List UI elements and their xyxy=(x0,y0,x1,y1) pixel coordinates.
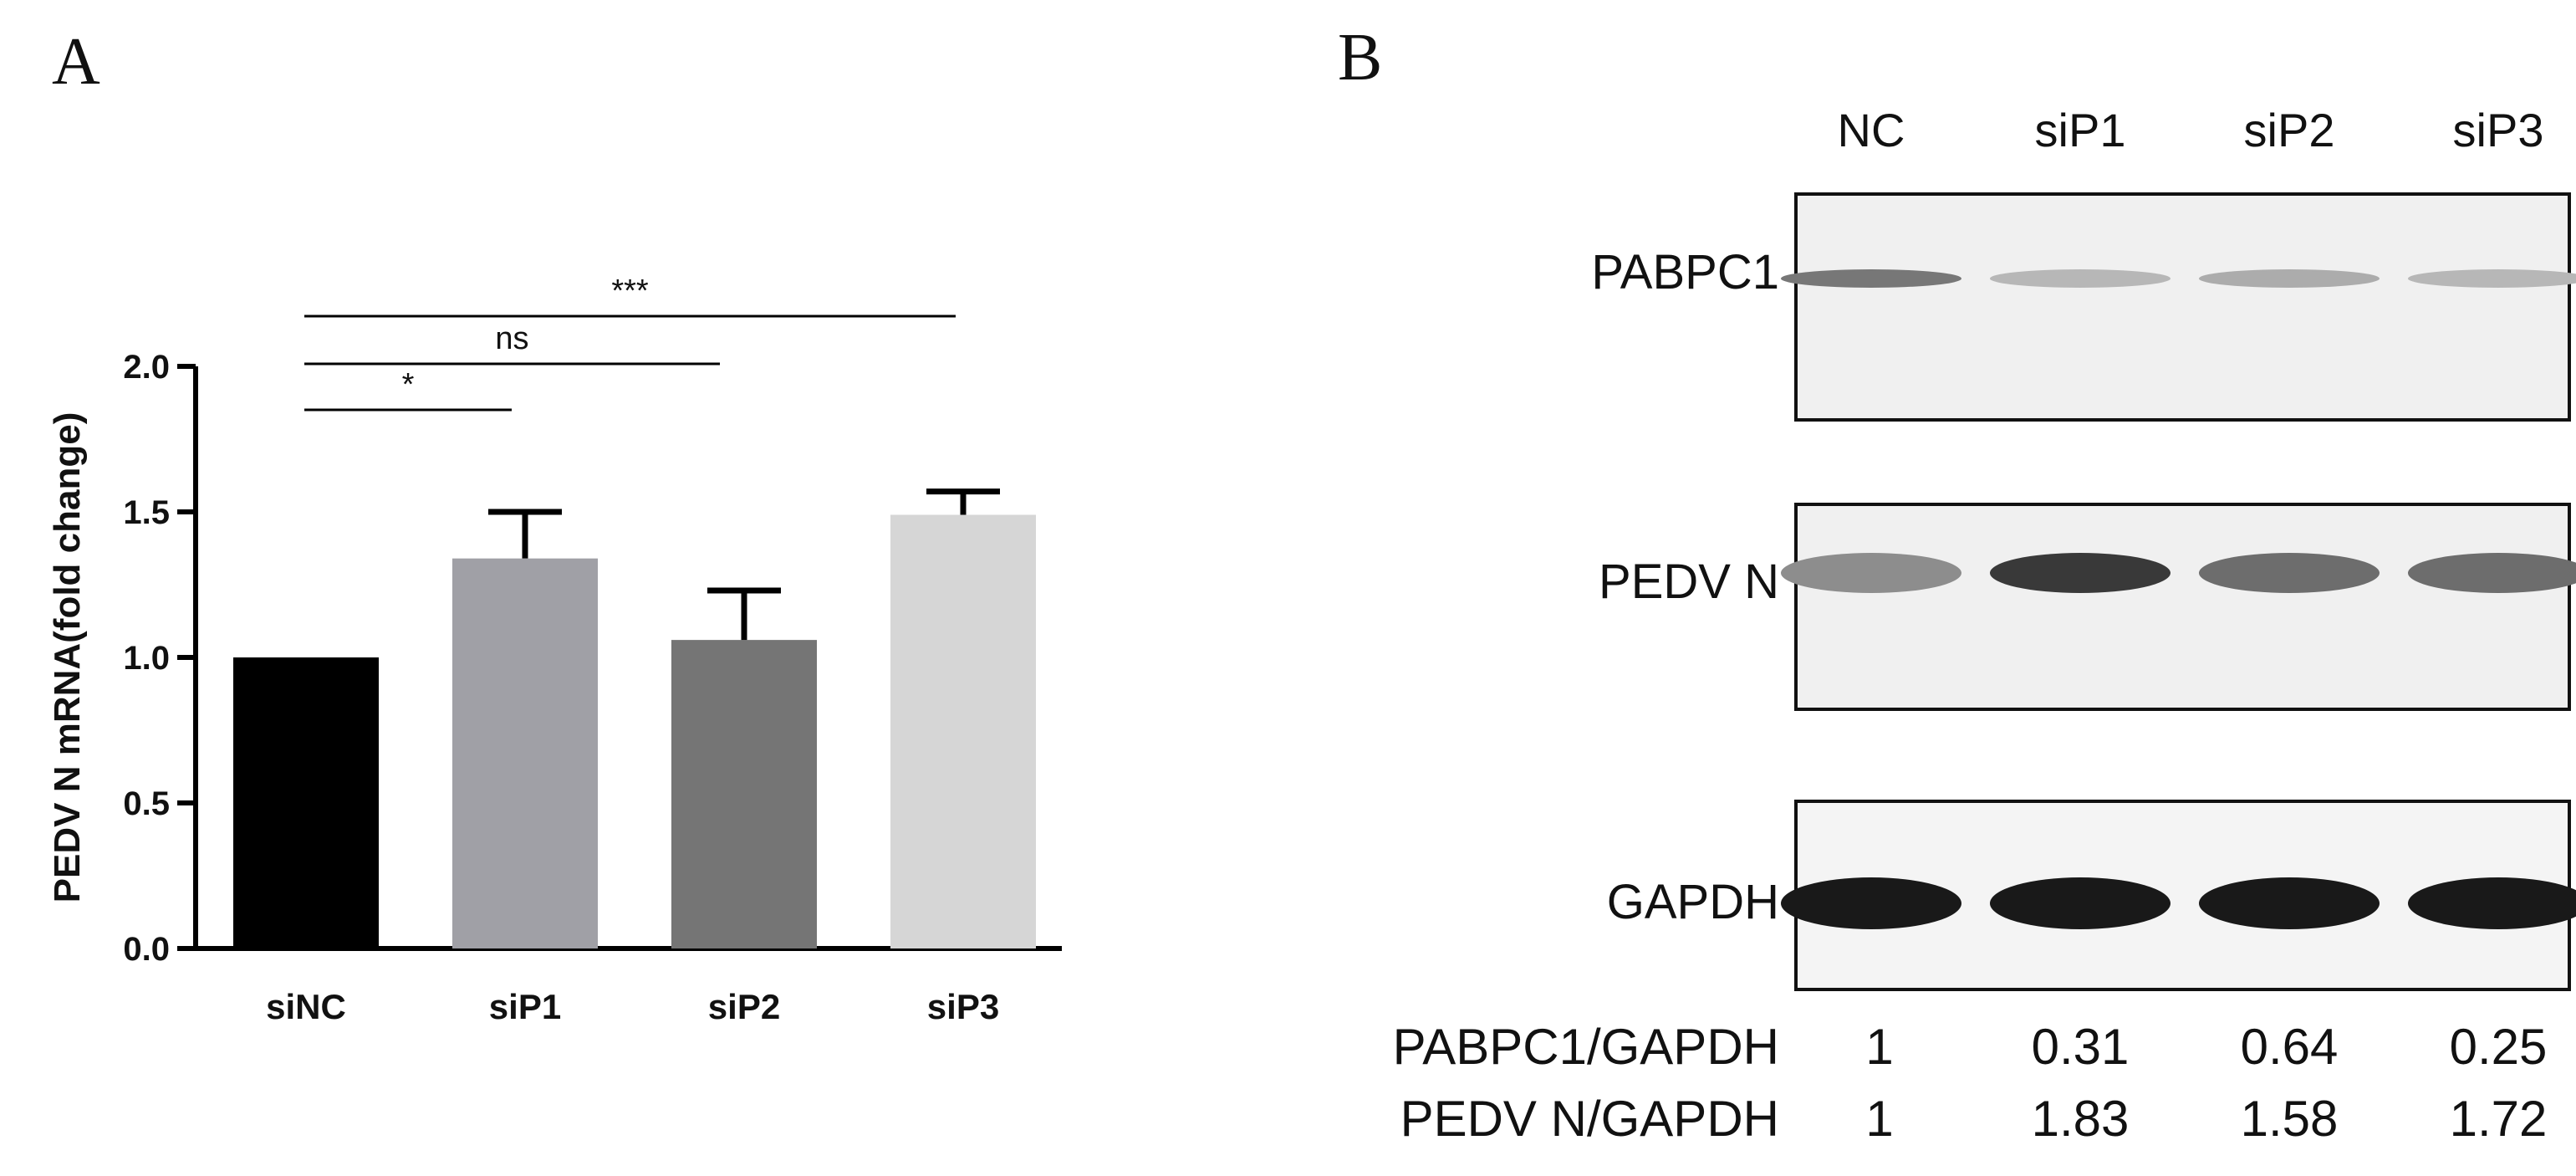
blot-strip-pabpc1: PABPC1 xyxy=(1591,192,2576,422)
x-tick-label: siNC xyxy=(266,987,346,1026)
quantification-value: 1 xyxy=(1865,1019,1893,1075)
quantification-label: PABPC1/GAPDH xyxy=(1393,1019,1779,1075)
quantification-value: 1.83 xyxy=(2032,1091,2130,1147)
blot-band xyxy=(1781,553,1961,593)
blot-band xyxy=(2408,553,2576,593)
x-tick-labels: siNC siP1 siP2 siP3 xyxy=(266,987,999,1026)
blot-band xyxy=(2408,269,2576,288)
y-tick-label: 1.5 xyxy=(123,494,170,531)
x-tick-label: siP3 xyxy=(927,987,999,1026)
quantification-table: PABPC1/GAPDH 1 0.31 0.64 0.25 PEDV N/GAPDH 1 1.… xyxy=(1393,1019,2548,1147)
blot-band xyxy=(1990,553,2170,593)
bar-siP2 xyxy=(671,640,817,948)
blot-band xyxy=(2199,553,2380,593)
blot-band xyxy=(2199,269,2380,288)
blot-membrane xyxy=(1794,192,2571,422)
panel-a-letter: A xyxy=(52,25,100,99)
lane-label: siP2 xyxy=(2244,104,2335,156)
blot-membrane xyxy=(1794,503,2571,711)
blot-band xyxy=(1990,877,2170,929)
bar-siNC xyxy=(233,657,379,948)
lane-label: siP1 xyxy=(2035,104,2126,156)
quantification-value: 0.25 xyxy=(2450,1019,2548,1075)
y-tick-label: 0.0 xyxy=(123,931,170,968)
blot-band xyxy=(1781,877,1961,929)
x-tick-label: siP2 xyxy=(708,987,780,1026)
quantification-value: 0.31 xyxy=(2032,1019,2130,1075)
bar-siP1 xyxy=(452,558,598,948)
quantification-label: PEDV N/GAPDH xyxy=(1400,1091,1779,1147)
blot-strip-pedv-n: PEDV N xyxy=(1599,503,2576,711)
band-label: PEDV N xyxy=(1599,555,1779,609)
quantification-value: 1.72 xyxy=(2450,1091,2548,1147)
quantification-value: 1 xyxy=(1865,1091,1893,1147)
quantification-row: PABPC1/GAPDH 1 0.31 0.64 0.25 xyxy=(1393,1019,2548,1075)
quantification-value: 0.64 xyxy=(2241,1019,2339,1075)
quantification-row: PEDV N/GAPDH 1 1.83 1.58 1.72 xyxy=(1400,1091,2548,1147)
blot-band xyxy=(2408,877,2576,929)
error-bars xyxy=(488,488,1000,641)
band-label: GAPDH xyxy=(1607,875,1779,929)
y-tick-label: 1.0 xyxy=(123,640,170,677)
blot-band xyxy=(1990,269,2170,288)
lane-label: NC xyxy=(1838,104,1905,156)
blot-strip-gapdh: GAPDH xyxy=(1607,800,2576,991)
lane-label: siP3 xyxy=(2453,104,2544,156)
blot-band xyxy=(2199,877,2380,929)
significance-label: * xyxy=(402,367,415,402)
y-tick-label: 0.5 xyxy=(123,785,170,822)
band-label: PABPC1 xyxy=(1591,245,1779,299)
bar-siP3 xyxy=(890,514,1036,948)
significance-label: ns xyxy=(495,321,528,356)
significance-brackets: * ns *** xyxy=(304,274,956,412)
bar-chart: 0.00.51.01.52.0 siNC siP1 siP2 siP3 *ns*** … xyxy=(47,274,1062,1026)
quantification-value: 1.58 xyxy=(2241,1091,2339,1147)
x-tick-label: siP1 xyxy=(489,987,561,1026)
y-axis-title: PEDV N mRNA(fold change) xyxy=(47,412,88,903)
significance-label: *** xyxy=(611,274,649,309)
panel-b-letter: B xyxy=(1338,21,1382,95)
y-ticks: 0.0 0.5 1.0 1.5 2.0 xyxy=(123,349,196,968)
blot-strips: PABPC1 PEDV N GAPDH xyxy=(1591,192,2576,991)
western-blot: NC siP1 siP2 siP3 PABPC1 PEDV N GAPDH PABPC1/… xyxy=(1393,104,2576,1147)
lane-labels: NC siP1 siP2 siP3 xyxy=(1838,104,2544,156)
y-tick-label: 2.0 xyxy=(123,349,170,386)
blot-band xyxy=(1781,269,1961,288)
bars xyxy=(233,514,1036,948)
